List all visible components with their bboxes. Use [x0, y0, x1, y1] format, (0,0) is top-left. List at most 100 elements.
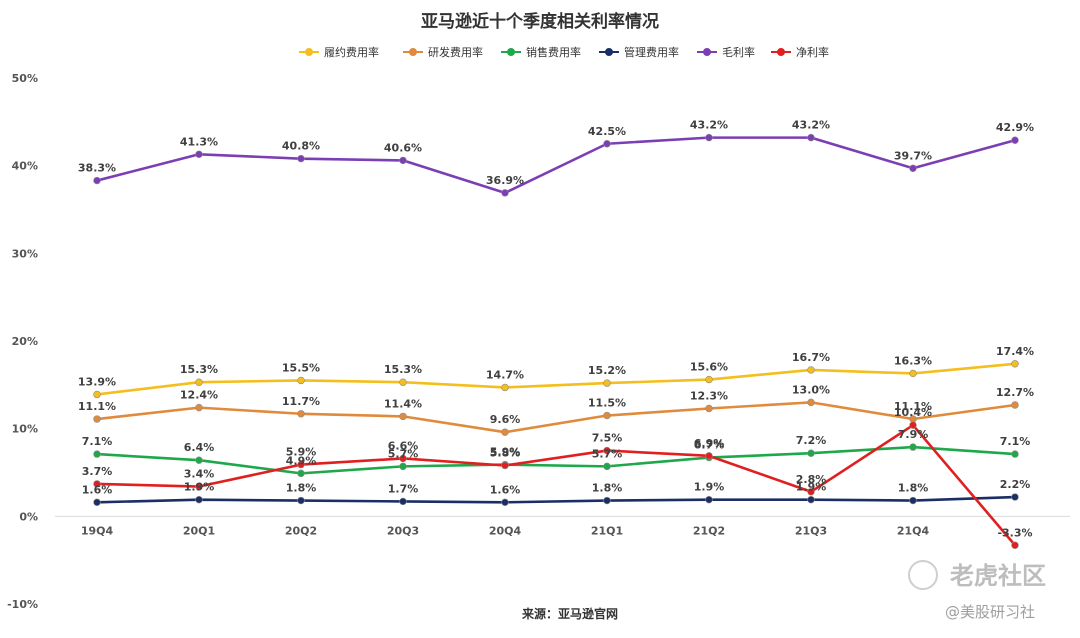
- data-point: [705, 495, 713, 504]
- data-label: 7.9%: [898, 428, 929, 441]
- data-label: 1.8%: [286, 482, 317, 495]
- x-tick-label: 21Q2: [693, 524, 725, 537]
- data-label: 12.4%: [180, 389, 218, 402]
- data-label: 7.1%: [1000, 435, 1031, 448]
- data-point: [807, 495, 815, 504]
- data-point: [399, 156, 407, 165]
- data-label: 1.8%: [592, 482, 623, 495]
- data-point: [705, 404, 713, 413]
- data-label: 40.6%: [384, 141, 422, 154]
- data-label: 3.4%: [184, 468, 215, 481]
- data-point: [501, 498, 509, 507]
- data-label: 16.3%: [894, 354, 932, 367]
- legend-swatch-marker: [777, 48, 785, 56]
- data-point: [297, 376, 305, 385]
- y-tick-label: 0%: [19, 510, 38, 523]
- data-label: 4.9%: [286, 454, 317, 467]
- data-label: 15.2%: [588, 364, 626, 377]
- data-label: 43.2%: [792, 119, 830, 132]
- data-label: 5.9%: [490, 446, 521, 459]
- data-point: [909, 421, 917, 429]
- data-label: 14.7%: [486, 368, 524, 381]
- data-label: -3.3%: [997, 526, 1032, 539]
- data-point: [195, 150, 203, 158]
- data-point: [93, 498, 101, 507]
- data-label: 9.6%: [490, 413, 521, 426]
- data-labels: 13.9% 15.3% 15.5% 15.3% 14.7% 15.2% 15.6% 16.7%…: [78, 119, 1034, 540]
- legend-label: 履约费用率: [324, 45, 379, 59]
- data-label: 10.4%: [894, 406, 932, 419]
- data-label: 17.4%: [996, 345, 1034, 358]
- data-point: [195, 482, 203, 491]
- data-label: 3.7%: [82, 465, 113, 478]
- data-point: [501, 189, 509, 197]
- legend-swatch-marker: [305, 48, 313, 56]
- data-point: [93, 450, 101, 458]
- data-label: 1.6%: [490, 483, 521, 496]
- series-line: [96, 445, 1016, 475]
- data-point: [807, 133, 815, 142]
- data-point: [603, 446, 611, 455]
- legend-label: 研发费用率: [428, 45, 483, 59]
- data-point: [399, 412, 407, 421]
- y-axis: 50% 40% 30% 20% 10% 0% -10%: [7, 72, 38, 611]
- data-label: 1.9%: [184, 481, 215, 494]
- data-point: [603, 462, 611, 471]
- data-point: [501, 428, 509, 436]
- data-point: [603, 379, 611, 387]
- data-label: 41.3%: [180, 135, 218, 148]
- data-point: [603, 140, 611, 148]
- data-point: [1011, 493, 1019, 501]
- data-label: 11.1%: [78, 400, 116, 413]
- source-note: 来源：亚马逊官网: [521, 606, 618, 621]
- x-tick-label: 21Q4: [897, 524, 930, 537]
- data-label: 5.9%: [286, 446, 317, 459]
- data-label: 5.8%: [490, 446, 521, 459]
- x-tick-label: 19Q4: [81, 524, 114, 537]
- data-point: [93, 390, 101, 399]
- legend-label: 净利率: [796, 45, 829, 59]
- data-point: [705, 452, 713, 460]
- series-group: [93, 133, 1019, 549]
- series-line: [96, 423, 1016, 547]
- x-tick-label: 20Q1: [183, 524, 215, 537]
- data-label: 15.3%: [384, 363, 422, 376]
- data-point: [909, 369, 917, 378]
- series-line: [96, 401, 1016, 434]
- data-point: [705, 133, 713, 142]
- data-label: 12.3%: [690, 390, 728, 403]
- data-point: [807, 449, 815, 457]
- x-tick-label: 21Q1: [591, 524, 623, 537]
- legend-swatch-marker: [507, 48, 515, 56]
- data-label: 11.7%: [282, 395, 320, 408]
- data-point: [603, 496, 611, 505]
- data-label: 7.5%: [592, 432, 623, 445]
- data-point: [93, 480, 101, 488]
- x-tick-label: 20Q3: [387, 524, 419, 537]
- data-label: 1.9%: [694, 481, 725, 494]
- data-point: [195, 495, 203, 504]
- data-label: 15.6%: [690, 361, 728, 374]
- y-tick-label: -10%: [7, 598, 38, 611]
- data-label: 6.9%: [694, 437, 725, 450]
- data-label: 11.4%: [384, 397, 422, 410]
- data-point: [909, 164, 917, 172]
- data-label: 42.9%: [996, 121, 1034, 134]
- data-label: 1.8%: [898, 482, 929, 495]
- watermark-sub: @美股研习社: [945, 603, 1035, 621]
- data-label: 12.7%: [996, 386, 1034, 399]
- legend-swatch-marker: [409, 48, 417, 56]
- data-label: 15.5%: [282, 361, 320, 374]
- data-label: 1.9%: [796, 481, 827, 494]
- data-point: [1011, 136, 1019, 144]
- watermark-main: 老虎社区: [950, 562, 1046, 590]
- data-label: 6.4%: [184, 441, 215, 454]
- data-label: 7.2%: [796, 434, 827, 447]
- x-axis: 19Q4 20Q1 20Q2 20Q3 20Q4 21Q1 21Q2 21Q3 21Q4: [81, 524, 930, 537]
- data-label: 42.5%: [588, 125, 626, 138]
- data-point: [195, 378, 203, 386]
- data-point: [807, 398, 815, 407]
- data-point: [603, 411, 611, 420]
- data-point: [399, 454, 407, 463]
